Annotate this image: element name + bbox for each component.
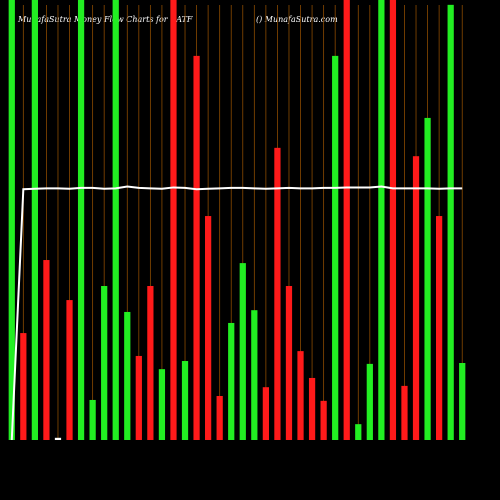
bar: [193, 55, 200, 440]
bar: [285, 286, 293, 440]
bar: [101, 286, 108, 440]
chart-subtitle: () MunafaSutra.com: [256, 15, 338, 24]
bar: [239, 263, 246, 440]
bar: [170, 0, 177, 440]
bar: [181, 361, 189, 440]
bar: [262, 387, 269, 440]
bar: [308, 377, 316, 440]
bar: [320, 400, 327, 440]
bar: [378, 0, 385, 440]
bar: [389, 0, 397, 440]
bar: [89, 399, 96, 440]
bar: [332, 55, 339, 440]
bar: [124, 311, 131, 440]
bar: [147, 286, 154, 440]
bar: [216, 396, 223, 440]
bar: [135, 355, 142, 440]
bar: [274, 147, 281, 440]
bar: [20, 333, 27, 440]
bar: [77, 0, 85, 440]
bar: [297, 351, 304, 440]
bar: [366, 363, 373, 440]
bar: [8, 0, 15, 440]
money-flow-line: [10, 185, 463, 441]
bar: [355, 424, 362, 440]
bar: [43, 260, 50, 440]
chart-title: MunafaSutra Money Flow Charts for CATF: [17, 15, 193, 24]
bar: [158, 369, 166, 440]
bar: [112, 0, 119, 440]
bar: [251, 310, 258, 440]
bar: [412, 156, 420, 440]
bar: [424, 117, 431, 441]
bar: [401, 385, 408, 440]
bar: [54, 437, 62, 440]
bar: [447, 4, 454, 441]
bar: [31, 0, 38, 440]
bar: [228, 322, 235, 440]
bar: [205, 216, 212, 440]
bar: [343, 0, 350, 440]
bar: [436, 216, 443, 440]
bar: [66, 300, 73, 440]
bar: [459, 363, 466, 440]
